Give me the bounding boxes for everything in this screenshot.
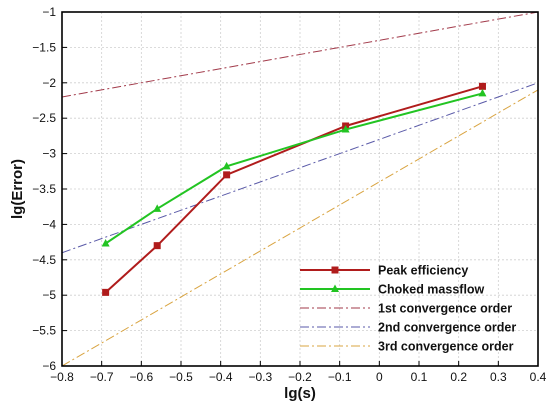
y-tick-label: −4.5 xyxy=(32,253,56,267)
data-point xyxy=(222,161,231,170)
series-group xyxy=(62,89,538,366)
y-tick-label: −6 xyxy=(42,359,56,373)
y-tick-label: −5.5 xyxy=(32,324,56,338)
y-tick-label: −2 xyxy=(42,76,56,90)
series-line xyxy=(62,82,538,254)
x-tick-label: −0.4 xyxy=(209,370,233,384)
x-tick-label: −0.1 xyxy=(328,370,352,384)
x-tick-label: −0.3 xyxy=(248,370,272,384)
data-point xyxy=(478,88,487,97)
x-tick-label: −0.6 xyxy=(129,370,153,384)
data-point xyxy=(153,242,161,250)
y-tick-label: −2.5 xyxy=(32,111,56,125)
grid xyxy=(61,11,539,367)
y-tick-label: −3 xyxy=(42,147,56,161)
y-tick-label: −1 xyxy=(42,5,56,19)
series-line xyxy=(62,89,538,366)
series-group xyxy=(101,88,487,247)
x-tick-label: −0.2 xyxy=(288,370,312,384)
data-series xyxy=(101,82,487,296)
legend-label: Choked massflow xyxy=(378,283,485,297)
legend-label: 2nd convergence order xyxy=(378,321,516,335)
x-tick-label: −0.5 xyxy=(169,370,193,384)
x-tick-label: 0.2 xyxy=(450,370,467,384)
y-tick-label: −4 xyxy=(42,217,56,231)
data-point xyxy=(153,204,162,212)
x-tick-label: 0 xyxy=(376,370,383,384)
legend-label: 3rd convergence order xyxy=(378,340,514,354)
data-point xyxy=(223,171,231,179)
data-point xyxy=(101,239,110,247)
x-tick-label: −0.8 xyxy=(50,370,74,384)
x-tick-label: −0.7 xyxy=(90,370,114,384)
x-tick-label: 0.4 xyxy=(530,370,547,384)
x-tick-label: 0.3 xyxy=(490,370,507,384)
series-line xyxy=(62,12,538,98)
series-group xyxy=(62,12,538,98)
legend-label: Peak efficiency xyxy=(378,264,468,278)
y-tick-label: −1.5 xyxy=(32,40,56,54)
data-point xyxy=(478,82,486,90)
legend-label: 1st convergence order xyxy=(378,302,512,316)
legend: Peak efficiency Choked massflow 1st conver… xyxy=(300,264,516,354)
y-tick-label: −5 xyxy=(42,288,56,302)
y-tick-label: −3.5 xyxy=(32,182,56,196)
x-tick-label: 0.1 xyxy=(411,370,428,384)
legend-marker xyxy=(331,266,339,274)
data-point xyxy=(102,288,110,296)
data-point xyxy=(341,125,350,133)
y-axis-title: lg(Error) xyxy=(9,159,26,219)
axis-ticks: −0.8 −0.7 −0.6 −0.5 −0.4 −0.3 −0.2 −0.1 0 0.1 0.2 0… xyxy=(32,5,546,384)
x-axis-title: lg(s) xyxy=(284,385,316,402)
series-group xyxy=(62,82,538,254)
reference-lines xyxy=(62,12,538,366)
legend-marker xyxy=(331,284,339,292)
